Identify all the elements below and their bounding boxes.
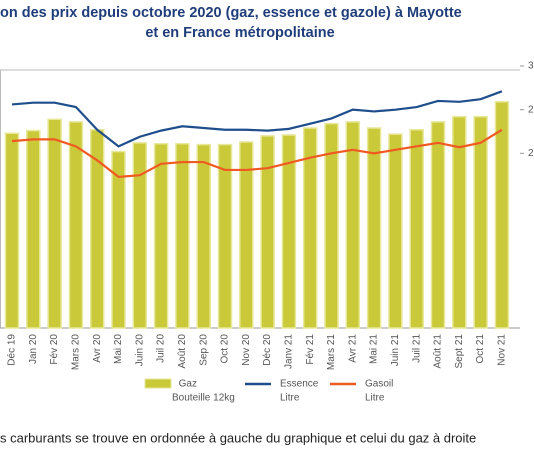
bar <box>452 115 467 329</box>
x-tick-label: Oct 21 <box>475 334 486 364</box>
x-tick-label: Juil 21 <box>411 334 422 363</box>
x-tick-label: Août 21 <box>433 334 444 369</box>
y2-tick-label: 2 <box>528 104 534 115</box>
bar <box>196 143 211 329</box>
bar <box>132 142 148 329</box>
x-tick-label: Juin 20 <box>134 334 145 367</box>
bar <box>153 142 169 329</box>
bar <box>345 121 361 329</box>
line <box>11 128 503 179</box>
bar <box>302 127 318 329</box>
x-tick-label: Juin 21 <box>390 334 401 367</box>
bar <box>68 121 84 329</box>
bar <box>4 132 20 329</box>
bar <box>47 118 62 329</box>
x-tick-label: Jan 20 <box>28 334 39 364</box>
x-tick-label: Nov 20 <box>241 334 252 366</box>
bar <box>388 133 403 329</box>
bar <box>217 143 233 329</box>
bar <box>473 115 488 329</box>
legend-label: Essence <box>280 379 319 390</box>
legend-unit: Litre <box>280 393 300 404</box>
bar <box>111 150 126 329</box>
bar <box>239 141 254 329</box>
x-tick-label: Déc 20 <box>262 334 273 366</box>
bar <box>494 101 510 329</box>
chart-title: on des prix depuis octobre 2020 (gaz, es… <box>0 5 462 21</box>
x-tick-label: Fév 20 <box>49 334 60 365</box>
x-tick-label: Mars 21 <box>326 334 337 371</box>
bar <box>409 129 424 329</box>
legend-swatch <box>144 378 172 389</box>
bar <box>430 121 446 329</box>
footnote: s carburants se trouve en ordonnée à gau… <box>0 430 476 445</box>
x-tick-label: Janv 21 <box>284 334 295 369</box>
chart-title-line2: et en France métropolitaine <box>145 25 334 41</box>
legend-unit: Bouteille 12kg <box>172 393 235 404</box>
line <box>11 90 503 148</box>
bar <box>324 122 339 329</box>
legend-unit: Litre <box>365 393 385 404</box>
x-tick-label: Nov 21 <box>497 334 508 366</box>
legend-label: Gaz <box>179 379 197 390</box>
x-tick-label: Sep 20 <box>198 334 209 366</box>
x-tick-label: Mai 20 <box>113 334 124 364</box>
bar <box>281 134 297 329</box>
x-tick-label: Août 20 <box>177 334 188 369</box>
y2-tick-label: 3 <box>528 61 534 72</box>
x-tick-label: Mai 21 <box>369 334 380 364</box>
bar <box>26 129 41 329</box>
bar <box>260 135 275 329</box>
legend-label: Gasoil <box>365 379 393 390</box>
x-tick-label: Mars 20 <box>71 334 82 371</box>
x-tick-label: Fév 21 <box>305 334 316 365</box>
y2-tick-label: 2 <box>528 148 534 159</box>
bar <box>175 142 190 329</box>
x-tick-label: Avr 21 <box>347 334 358 363</box>
x-tick-label: Déc 19 <box>7 334 18 366</box>
x-tick-label: Juil 20 <box>156 334 167 363</box>
x-tick-label: Oct 20 <box>220 334 231 364</box>
x-tick-label: Avr 20 <box>92 334 103 363</box>
bar <box>366 127 382 329</box>
x-tick-label: Sept 21 <box>454 334 465 369</box>
